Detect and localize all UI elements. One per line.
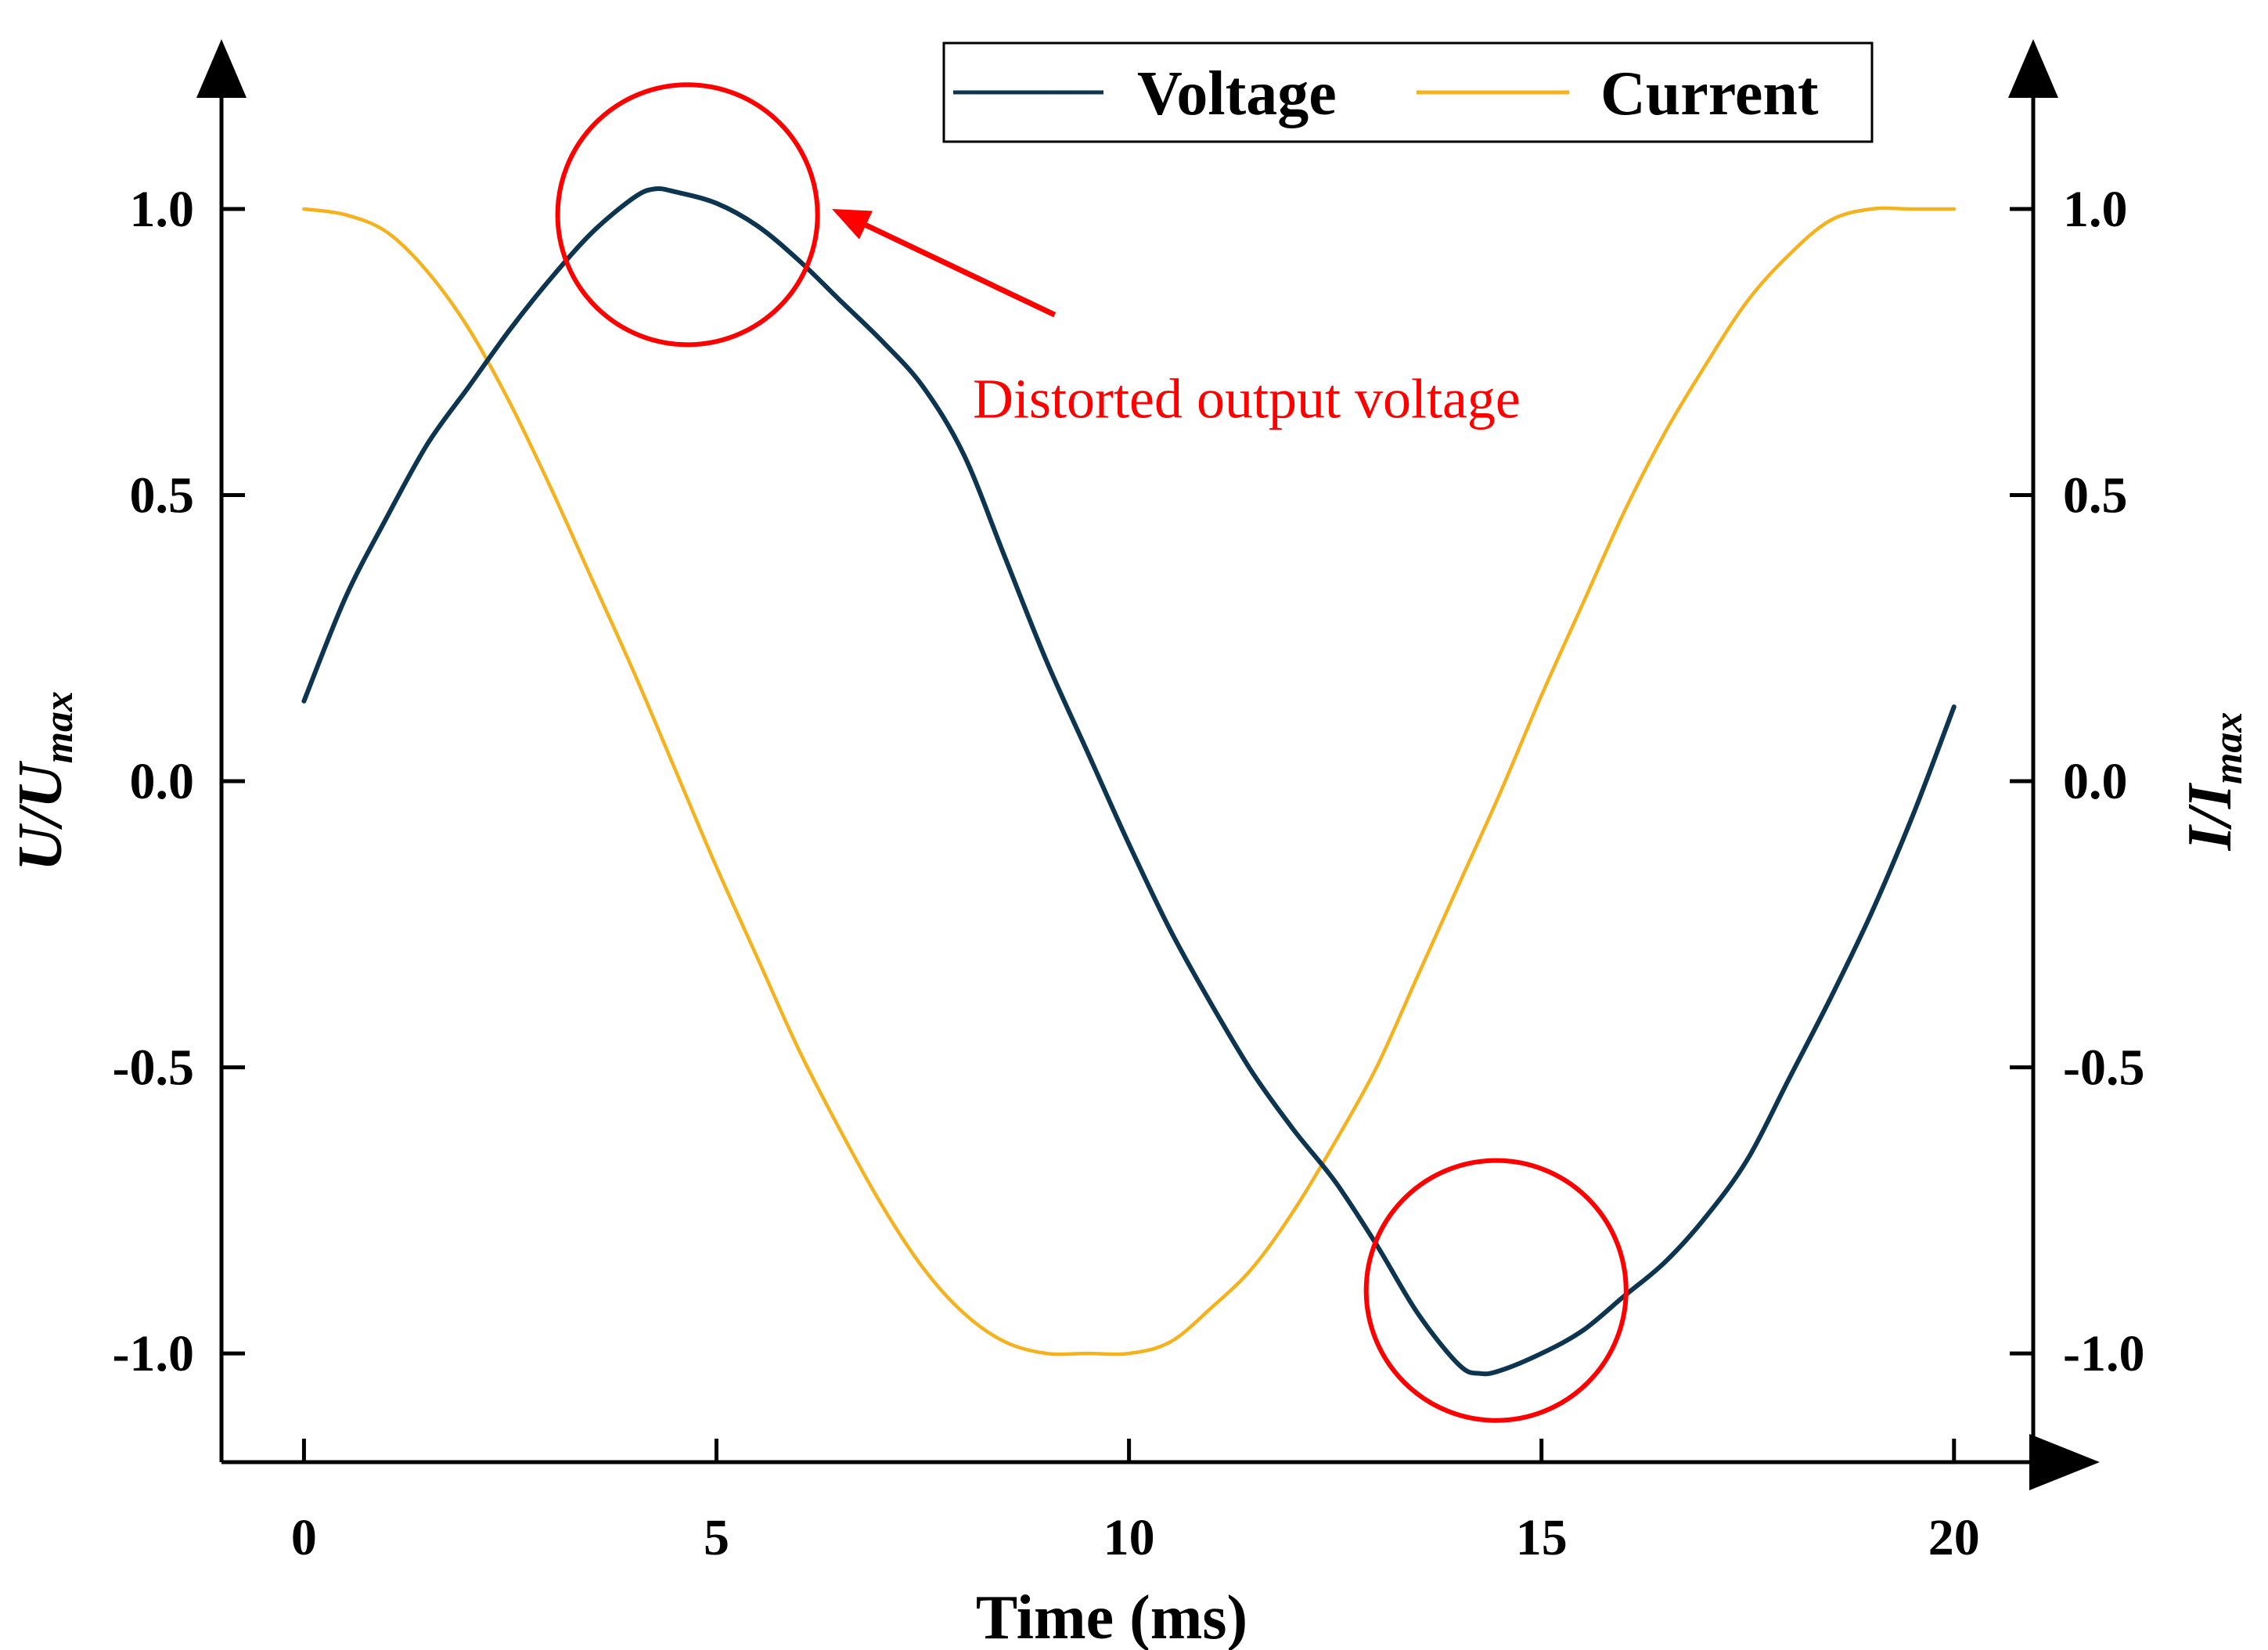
series-lines <box>301 186 1957 1377</box>
right-y-axis-title: I/Imax <box>2176 712 2251 852</box>
series-line-voltage <box>301 186 1957 1377</box>
left-y-axis-title-main: U/U <box>6 760 75 871</box>
x-tick-label: 20 <box>1928 1509 1980 1566</box>
axis-labels: 1.0 1.0 0.5 0.5 0.0 0.0 -0.5 -0.5 -1.0 -1.0 0 5 10 15… <box>6 181 2251 1650</box>
right-y-tick-label: 1.0 <box>2063 181 2128 238</box>
left-y-tick-label: 1.0 <box>130 181 195 238</box>
annotation-text: Distorted output voltage <box>973 367 1521 430</box>
tick-marks <box>221 207 2033 1462</box>
annotation-arrow-head <box>832 209 873 240</box>
axes <box>196 39 2100 1490</box>
left-y-axis-title: U/Umax <box>6 691 81 871</box>
legend: Voltage Current <box>942 41 1874 143</box>
highlight-circle-voltage-trough <box>1363 1158 1629 1423</box>
right-y-axis-title-subscript: max <box>2206 712 2251 784</box>
bottom-axis-arrow <box>2029 1434 2100 1490</box>
x-tick-label: 0 <box>291 1509 317 1566</box>
left-y-tick-label: 0.0 <box>130 753 195 810</box>
annotations: Distorted output voltage <box>555 82 1629 1423</box>
legend-label-voltage: Voltage <box>1137 59 1337 128</box>
right-y-tick-label: -1.0 <box>2063 1325 2144 1382</box>
right-y-axis-title-main: I/I <box>2176 782 2245 851</box>
x-tick-label: 5 <box>704 1509 729 1566</box>
left-y-tick-label: -0.5 <box>113 1039 194 1097</box>
right-y-tick-label: 0.0 <box>2063 753 2128 810</box>
highlight-circle-voltage-peak <box>555 82 820 348</box>
right-axis-arrow <box>2008 39 2058 98</box>
x-tick-label: 15 <box>1516 1509 1568 1566</box>
left-y-tick-label: -1.0 <box>113 1325 194 1382</box>
left-axis-arrow <box>196 39 247 98</box>
x-axis-title: Time (ms) <box>976 1583 1247 1650</box>
legend-label-current: Current <box>1600 59 1819 128</box>
x-tick-label: 10 <box>1103 1509 1155 1566</box>
right-y-tick-label: 0.5 <box>2063 467 2128 524</box>
left-y-axis-title-subscript: max <box>37 691 81 763</box>
left-y-tick-label: 0.5 <box>130 467 195 524</box>
series-line-current <box>302 206 1957 1356</box>
right-y-tick-label: -0.5 <box>2063 1039 2144 1097</box>
annotation-arrow-line <box>864 222 1057 318</box>
